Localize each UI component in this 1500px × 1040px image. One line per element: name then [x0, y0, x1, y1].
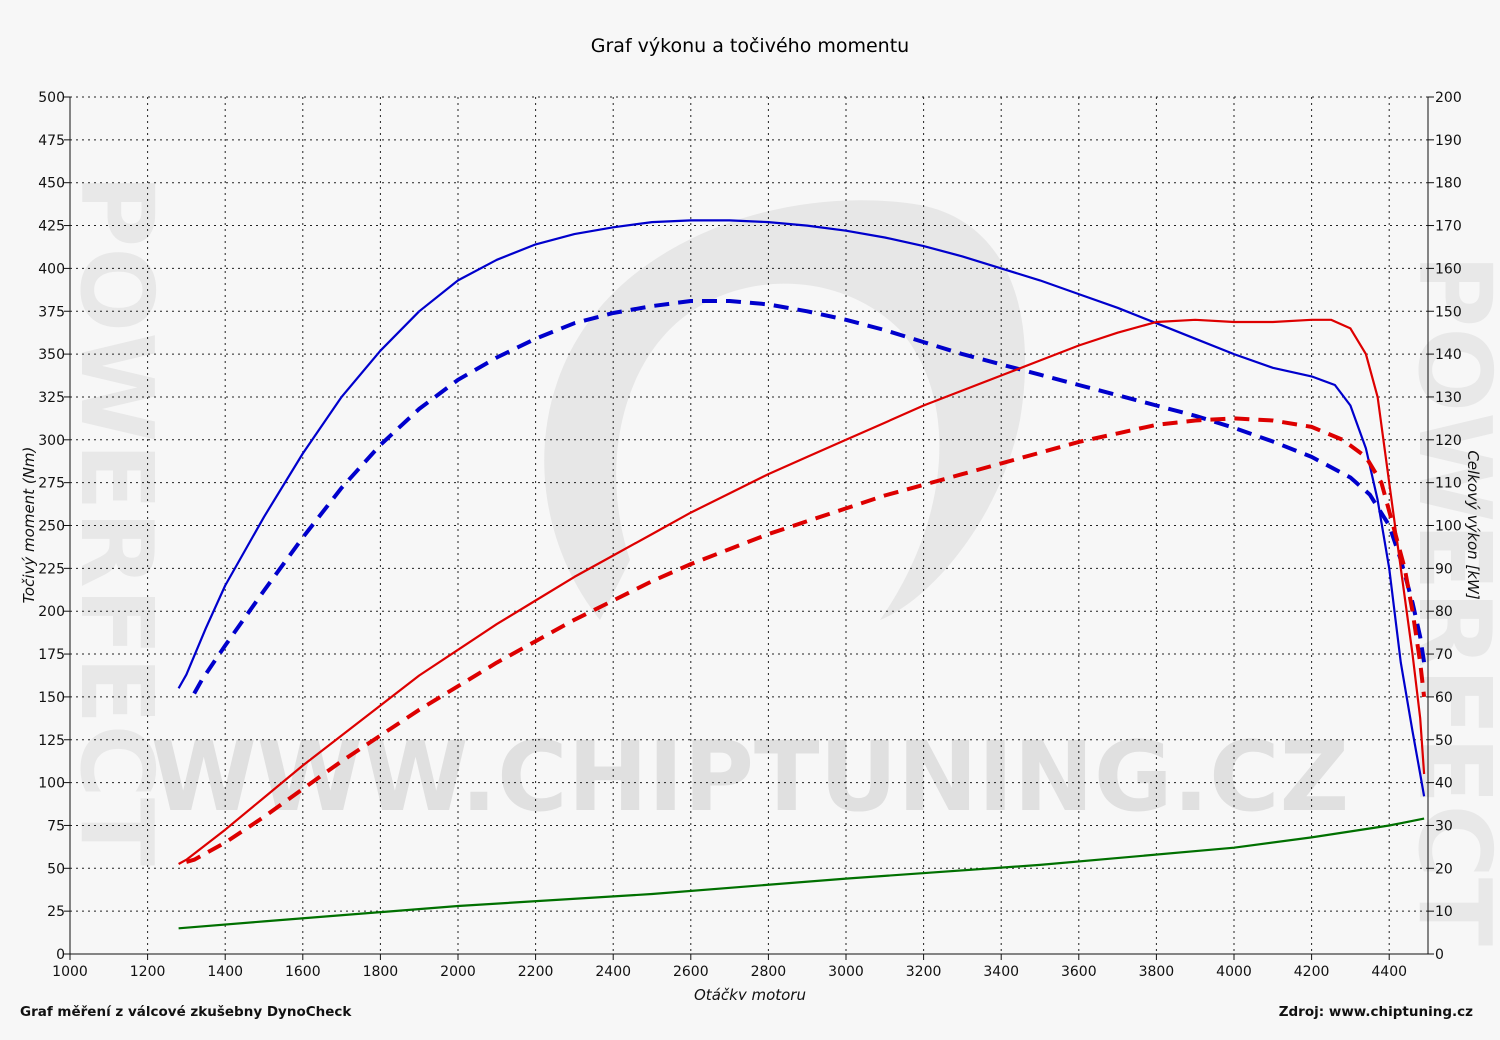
y-left-tick-label: 75 — [47, 818, 65, 834]
y-left-tick-label: 25 — [47, 904, 65, 920]
y-right-tick-label: 140 — [1435, 347, 1462, 363]
y-right-tick-label: 180 — [1435, 176, 1462, 192]
y-right-tick-label: 110 — [1435, 476, 1462, 492]
x-tick-label: 2000 — [440, 964, 476, 980]
y-left-tick-label: 500 — [38, 90, 65, 106]
x-axis-label: Otáčky motoru — [694, 986, 806, 1000]
x-tick-label: 3800 — [1139, 964, 1175, 980]
watermark-text: WWW.CHIPTUNING.CZ — [151, 721, 1349, 833]
x-tick-label: 4000 — [1216, 964, 1252, 980]
watermark-side-left: POWERFECT — [58, 174, 175, 866]
x-tick-label: 4200 — [1294, 964, 1330, 980]
x-tick-label: 1200 — [130, 964, 166, 980]
y-left-tick-label: 175 — [38, 647, 65, 663]
y-right-tick-label: 150 — [1435, 304, 1462, 320]
axes: 0255075100125150175200225250275300325350… — [38, 90, 1461, 980]
watermark-logo — [544, 200, 1026, 620]
y-left-tick-label: 300 — [38, 433, 65, 449]
series-layer — [177, 219, 1427, 930]
series-line-5 — [178, 817, 1425, 930]
y-left-tick-label: 375 — [38, 304, 65, 320]
x-tick-label: 2400 — [595, 964, 631, 980]
series-line-2 — [192, 299, 1427, 695]
y-left-tick-label: 400 — [38, 261, 65, 277]
x-tick-label: 2800 — [751, 964, 787, 980]
footer-source-left: Graf měření z válcové zkušebny DynoCheck — [20, 1004, 352, 1020]
y-left-tick-label: 350 — [38, 347, 65, 363]
y-right-tick-label: 40 — [1435, 776, 1453, 792]
y-left-tick-label: 150 — [38, 690, 65, 706]
y-right-tick-label: 190 — [1435, 133, 1462, 149]
y-left-tick-label: 325 — [38, 390, 65, 406]
y-left-tick-label: 225 — [38, 561, 65, 577]
x-tick-label: 4400 — [1371, 964, 1407, 980]
y-right-tick-label: 70 — [1435, 647, 1453, 663]
y-right-tick-label: 90 — [1435, 561, 1453, 577]
series-line-1 — [177, 219, 1426, 797]
x-tick-label: 2600 — [673, 964, 709, 980]
y-right-tick-label: 200 — [1435, 90, 1462, 106]
y-left-tick-label: 475 — [38, 133, 65, 149]
y-right-tick-label: 0 — [1435, 947, 1444, 963]
y-right-tick-label: 80 — [1435, 604, 1453, 620]
watermark-side-right: POWERFECT — [1396, 254, 1500, 946]
y-left-tick-label: 250 — [38, 519, 65, 535]
y-left-tick-label: 0 — [56, 947, 65, 963]
chart-title: Graf výkonu a točivého momentu — [591, 35, 909, 57]
x-tick-label: 3600 — [1061, 964, 1097, 980]
footer-source-right: Zdroj: www.chiptuning.cz — [1278, 1004, 1473, 1020]
y-right-tick-label: 20 — [1435, 861, 1453, 877]
y-right-tick-label: 50 — [1435, 733, 1453, 749]
y-left-tick-label: 450 — [38, 176, 65, 192]
y-left-tick-label: 50 — [47, 861, 65, 877]
x-tick-label: 1800 — [363, 964, 399, 980]
x-tick-label: 3200 — [906, 964, 942, 980]
y-left-tick-label: 425 — [38, 219, 65, 235]
x-tick-label: 1600 — [285, 964, 321, 980]
y-right-tick-label: 30 — [1435, 818, 1453, 834]
y-right-tick-label: 130 — [1435, 390, 1462, 406]
x-tick-label: 1000 — [52, 964, 88, 980]
y-left-tick-label: 100 — [38, 776, 65, 792]
y-axis-label-left: Točivý moment (Nm) — [20, 447, 38, 604]
y-right-tick-label: 60 — [1435, 690, 1453, 706]
y-right-tick-label: 170 — [1435, 219, 1462, 235]
y-axis-label-right: Celkový výkon [kW] — [1464, 450, 1482, 600]
y-left-tick-label: 200 — [38, 604, 65, 620]
x-tick-label: 1400 — [207, 964, 243, 980]
y-right-tick-label: 120 — [1435, 433, 1462, 449]
y-left-tick-label: 275 — [38, 476, 65, 492]
y-right-tick-label: 10 — [1435, 904, 1453, 920]
x-tick-label: 3400 — [983, 964, 1019, 980]
series-line-4 — [185, 416, 1427, 864]
y-left-tick-label: 125 — [38, 733, 65, 749]
x-tick-label: 2200 — [518, 964, 554, 980]
y-right-tick-label: 100 — [1435, 519, 1462, 535]
x-tick-label: 3000 — [828, 964, 864, 980]
y-right-tick-label: 160 — [1435, 261, 1462, 277]
series-line-3 — [178, 318, 1426, 865]
